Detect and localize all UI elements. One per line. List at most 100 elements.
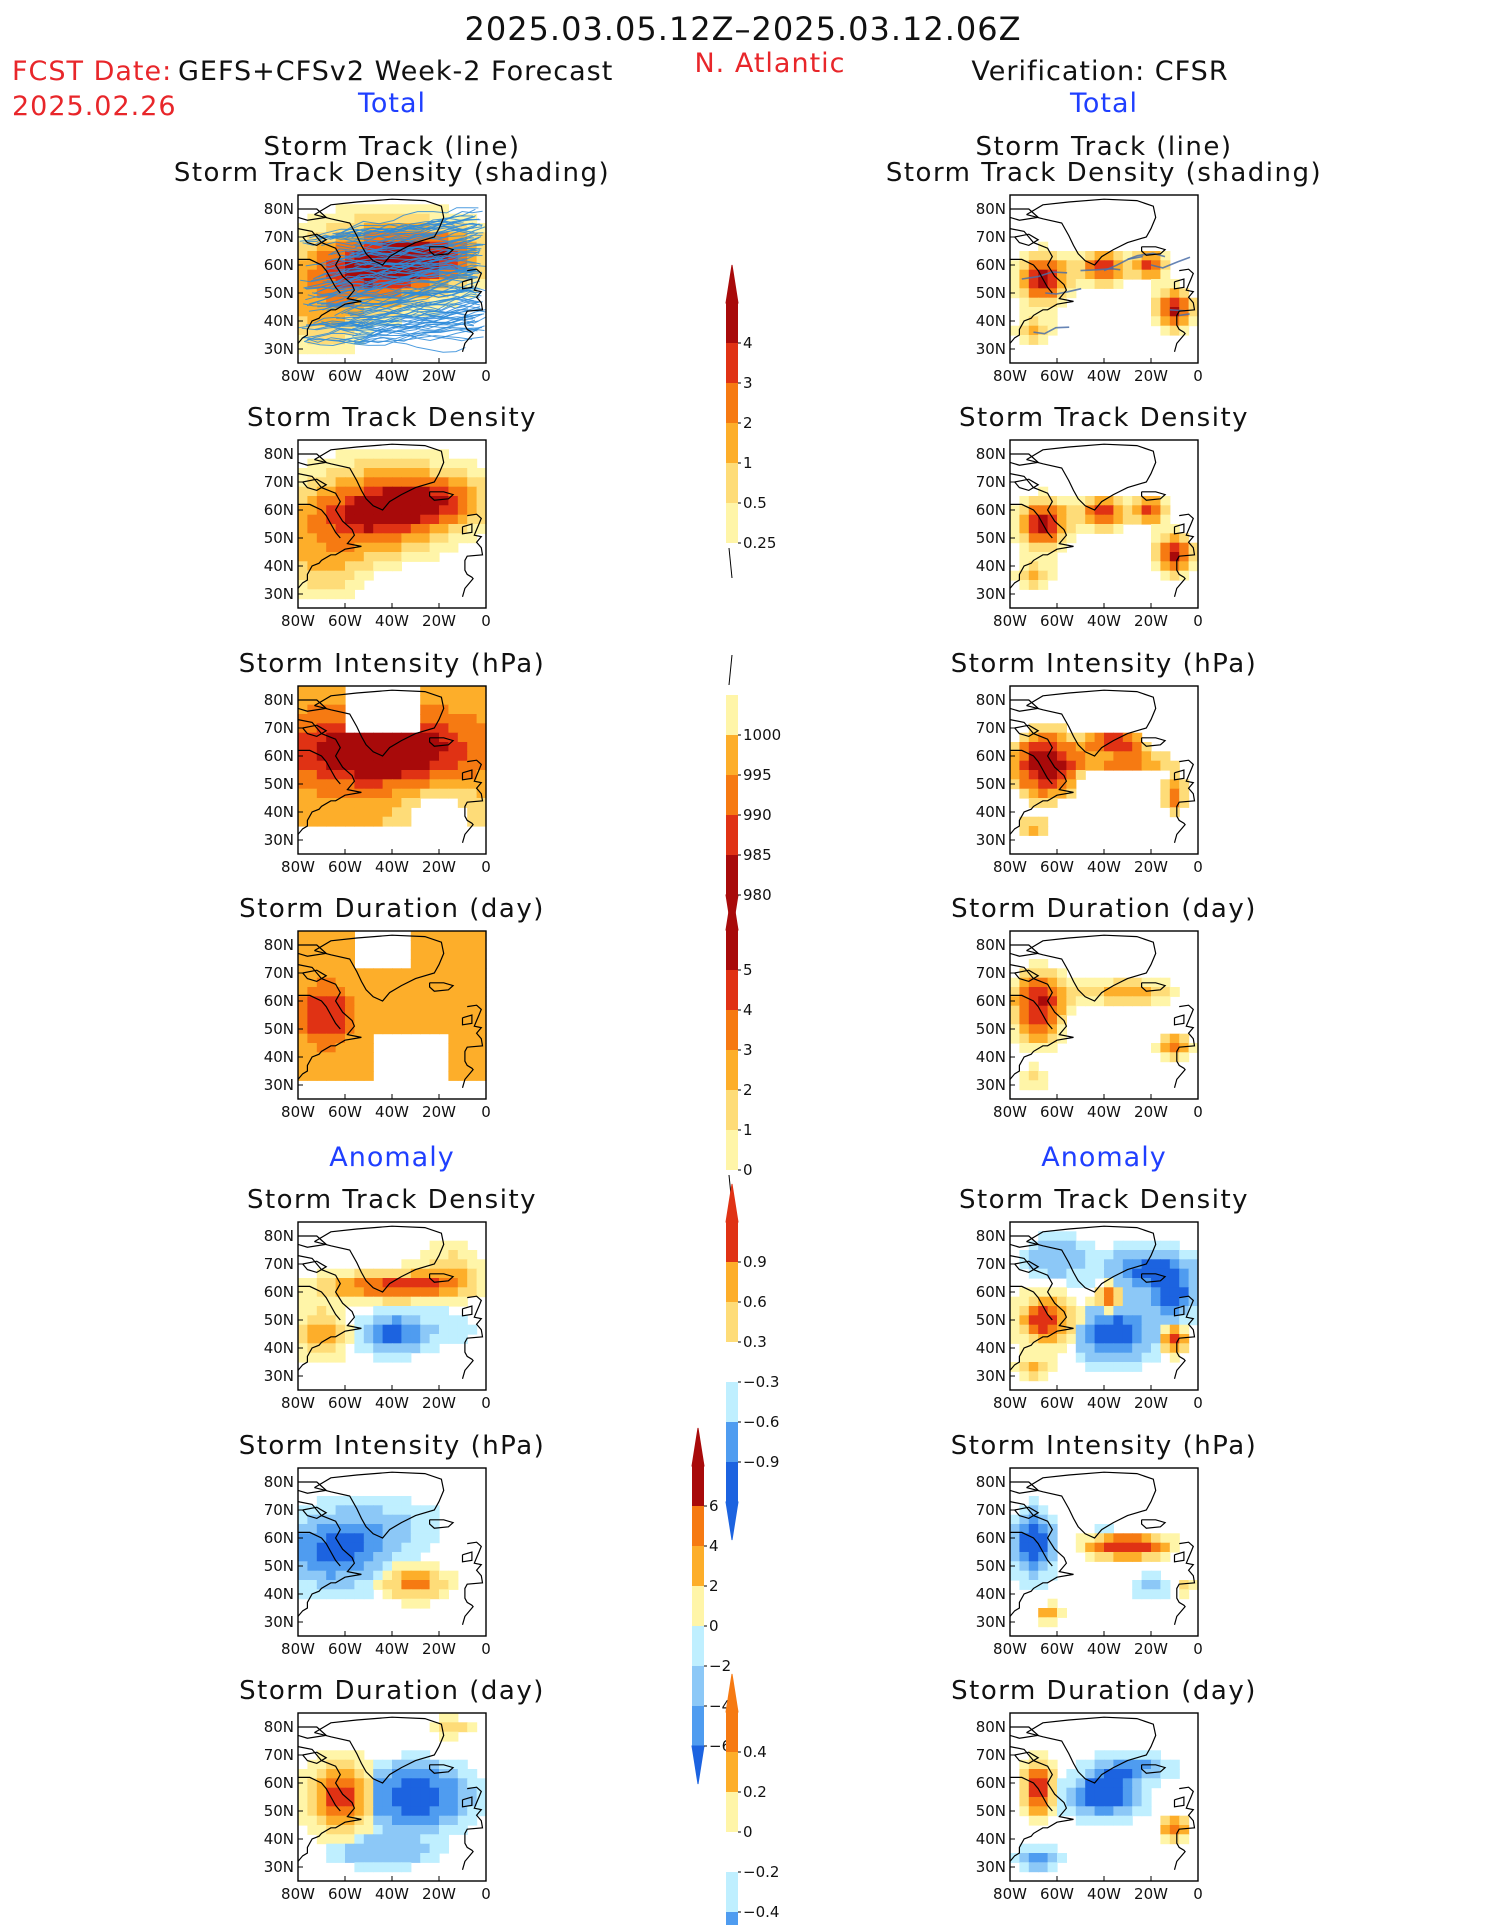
y-tick-label: 60N — [976, 1774, 1006, 1792]
grid-cell — [316, 1570, 327, 1581]
grid-cell — [363, 788, 374, 799]
grid-cell — [1028, 1352, 1039, 1363]
grid-cell — [1028, 826, 1039, 836]
grid-cell — [1169, 1033, 1180, 1044]
grid-cell — [401, 1815, 412, 1826]
grid-cell — [1075, 760, 1086, 771]
grid-cell — [354, 1071, 365, 1081]
grid-cell — [1169, 1343, 1180, 1354]
grid-cell — [1104, 1362, 1114, 1372]
grid-cell — [307, 325, 318, 336]
grid-cell — [1038, 1853, 1049, 1863]
grid-cell — [1141, 1315, 1152, 1326]
storm-track-line — [304, 235, 474, 243]
grid-cell — [1085, 1542, 1096, 1553]
grid-cell — [1104, 1524, 1114, 1534]
grid-cell — [373, 760, 384, 771]
storm-track-line — [356, 329, 484, 342]
grid-cell — [1038, 1080, 1049, 1091]
colorbar-label: −4 — [709, 1697, 731, 1715]
grid-cell — [439, 1843, 449, 1854]
colorbar-segment — [692, 1546, 704, 1586]
grid-cell — [457, 931, 468, 941]
grid-cell — [298, 714, 308, 724]
grid-cell — [382, 968, 393, 979]
grid-cell — [457, 1259, 468, 1270]
grid-cell — [1019, 1296, 1030, 1307]
grid-cell — [476, 1259, 487, 1270]
grid-cell — [1104, 1778, 1114, 1789]
grid-cell — [457, 1315, 468, 1326]
storm-track-line — [313, 285, 475, 324]
grid-cell — [335, 751, 346, 762]
grid-cell — [1066, 514, 1077, 525]
grid-cell — [345, 1797, 355, 1807]
grid-cell — [307, 505, 318, 516]
grid-cell — [307, 524, 318, 534]
grid-cell — [410, 760, 421, 771]
grid-cell — [1104, 1759, 1114, 1770]
grid-cell — [1075, 1324, 1086, 1335]
grid-cell — [354, 1797, 365, 1807]
grid-cell — [1047, 1514, 1058, 1525]
grid-cell — [1019, 1250, 1030, 1260]
grid-cell — [1085, 496, 1096, 506]
grid-cell — [1151, 524, 1161, 534]
grid-cell — [1038, 524, 1049, 534]
grid-cell — [476, 816, 487, 827]
grid-cell — [326, 1570, 337, 1581]
x-tick-label: 0 — [481, 1103, 491, 1121]
grid-cell — [345, 552, 355, 562]
grid-cell — [345, 468, 355, 478]
storm-track-line — [309, 215, 477, 239]
colorbar-segment — [726, 1422, 738, 1462]
panel-title: Storm Track Density — [247, 1185, 537, 1215]
grid-cell — [1151, 1296, 1161, 1307]
x-tick-label: 60W — [328, 858, 362, 876]
grid-cell — [420, 1296, 431, 1307]
grid-cell — [467, 788, 478, 799]
grid-cell — [1038, 325, 1049, 336]
colorbar-label: 0 — [709, 1617, 719, 1635]
grid-cell — [326, 1306, 337, 1316]
grid-cell — [1047, 1352, 1058, 1363]
grid-cell — [1160, 977, 1171, 988]
verification-panel-3: Storm Intensity (hPa)80W 60W 40W 20W 030N40N… — [951, 649, 1256, 876]
grid-cell — [1132, 1240, 1143, 1251]
grid-cell — [1057, 496, 1067, 506]
grid-cell — [1057, 533, 1067, 544]
grid-cell — [373, 1015, 384, 1025]
grid-cell — [392, 987, 402, 997]
grid-cell — [420, 732, 431, 743]
grid-cell — [1010, 1524, 1020, 1534]
grid-cell — [1179, 1033, 1190, 1044]
grid-cell — [429, 940, 440, 951]
grid-cell — [1122, 996, 1133, 1007]
grid-cell — [326, 1024, 337, 1035]
x-tick-label: 80W — [993, 858, 1027, 876]
grid-cell — [1160, 1268, 1171, 1279]
grid-cell — [467, 1052, 478, 1063]
grid-cell — [363, 1759, 374, 1770]
grid-cell — [345, 580, 355, 590]
colorbar-label: −0.3 — [743, 1373, 779, 1391]
grid-cell — [448, 779, 459, 790]
grid-cell — [392, 1287, 402, 1298]
x-tick-label: 20W — [422, 1103, 456, 1121]
forecast-panel-7: Storm Duration (day)80W 60W 40W 20W 030N40N5… — [239, 1676, 543, 1903]
grid-cell — [420, 524, 431, 534]
grid-cell — [420, 714, 431, 724]
grid-cell — [1028, 1015, 1039, 1025]
grid-cell — [1113, 1324, 1124, 1335]
grid-cell — [392, 1825, 402, 1835]
grid-cell — [1019, 751, 1030, 762]
grid-cell — [335, 959, 346, 969]
grid-cell — [410, 1769, 421, 1779]
forecast-panel-4: Storm Duration (day)80W 60W 40W 20W 030N40N5… — [239, 894, 543, 1121]
grid-cell — [1028, 533, 1039, 544]
grid-cell — [363, 325, 374, 336]
grid-cell — [1179, 307, 1190, 317]
grid-cell — [1122, 251, 1133, 261]
